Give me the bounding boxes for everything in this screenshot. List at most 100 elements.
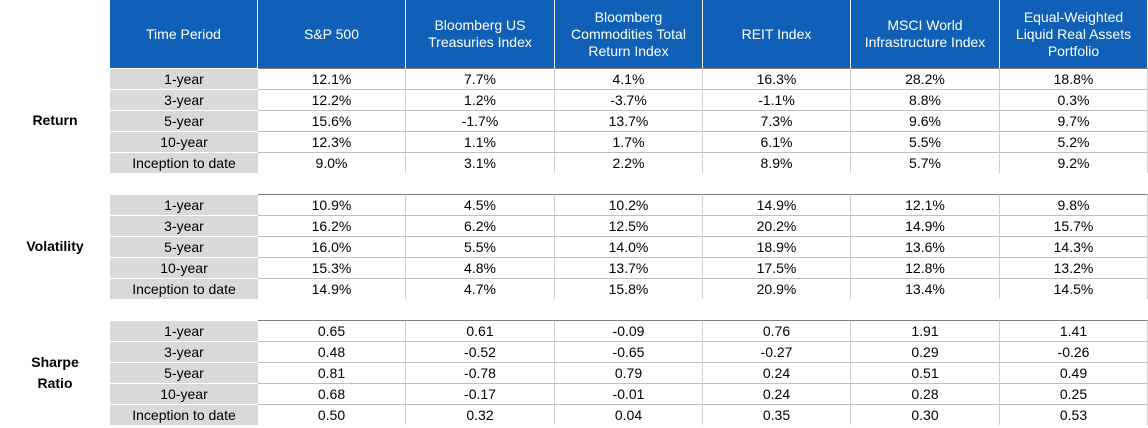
value-cell: 15.8% bbox=[555, 278, 703, 299]
value-cell: 12.2% bbox=[258, 89, 406, 110]
value-cell: 5.2% bbox=[1000, 131, 1148, 152]
period-label: Inception to date bbox=[110, 404, 258, 425]
value-cell: -0.01 bbox=[555, 383, 703, 404]
value-cell: 15.7% bbox=[1000, 215, 1148, 236]
value-cell: 9.8% bbox=[1000, 194, 1148, 215]
value-cell: 16.0% bbox=[258, 236, 406, 257]
value-cell: -0.52 bbox=[406, 341, 555, 362]
value-cell: 8.8% bbox=[851, 89, 1000, 110]
table-row: 3-year 12.2% 1.2% -3.7% -1.1% 8.8% 0.3% bbox=[0, 89, 1148, 110]
value-cell: -0.65 bbox=[555, 341, 703, 362]
column-header-label: MSCI World Infrastructure Index bbox=[864, 17, 986, 50]
period-label: 5-year bbox=[110, 110, 258, 131]
value-cell: 10.9% bbox=[258, 194, 406, 215]
period-label: 10-year bbox=[110, 131, 258, 152]
value-cell: 13.4% bbox=[851, 278, 1000, 299]
value-cell: 7.7% bbox=[406, 68, 555, 89]
value-cell: 20.9% bbox=[703, 278, 851, 299]
period-label: 3-year bbox=[110, 215, 258, 236]
value-cell: 9.0% bbox=[258, 152, 406, 173]
column-header: REIT Index bbox=[703, 0, 851, 68]
value-cell: 1.1% bbox=[406, 131, 555, 152]
group-label: Sharpe Ratio bbox=[0, 320, 110, 425]
group-spacer bbox=[0, 173, 1148, 194]
value-cell: 14.9% bbox=[258, 278, 406, 299]
column-header: Equal-Weighted Liquid Real Assets Portfo… bbox=[1000, 0, 1148, 68]
group-label: Return bbox=[0, 68, 110, 173]
table-row: Inception to date 14.9% 4.7% 15.8% 20.9% 13.4… bbox=[0, 278, 1148, 299]
spacer-cell bbox=[0, 173, 1148, 194]
value-cell: 14.5% bbox=[1000, 278, 1148, 299]
value-cell: 15.6% bbox=[258, 110, 406, 131]
value-cell: 1.7% bbox=[555, 131, 703, 152]
value-cell: 13.7% bbox=[555, 110, 703, 131]
column-header: MSCI World Infrastructure Index bbox=[851, 0, 1000, 68]
value-cell: 0.49 bbox=[1000, 362, 1148, 383]
value-cell: 20.2% bbox=[703, 215, 851, 236]
value-cell: 0.61 bbox=[406, 320, 555, 341]
value-cell: 16.3% bbox=[703, 68, 851, 89]
column-header: Time Period bbox=[110, 0, 258, 68]
value-cell: -1.7% bbox=[406, 110, 555, 131]
period-label: 1-year bbox=[110, 320, 258, 341]
value-cell: 5.5% bbox=[851, 131, 1000, 152]
group-label-text: Volatility bbox=[26, 238, 84, 254]
period-label: 5-year bbox=[110, 362, 258, 383]
value-cell: 0.04 bbox=[555, 404, 703, 425]
value-cell: 9.2% bbox=[1000, 152, 1148, 173]
value-cell: 18.8% bbox=[1000, 68, 1148, 89]
table-row: Sharpe Ratio 1-year 0.65 0.61 -0.09 0.76 1.91 1… bbox=[0, 320, 1148, 391]
value-cell: 9.6% bbox=[851, 110, 1000, 131]
value-cell: 18.9% bbox=[703, 236, 851, 257]
table-row: 3-year 0.48 -0.52 -0.65 -0.27 0.29 -0.26 bbox=[0, 341, 1148, 362]
value-cell: -0.26 bbox=[1000, 341, 1148, 362]
table-row: 3-year 16.2% 6.2% 12.5% 20.2% 14.9% 15.7% bbox=[0, 215, 1148, 236]
column-header-label: Bloomberg Commodities Total Return Index bbox=[571, 8, 686, 59]
value-cell: 0.48 bbox=[258, 341, 406, 362]
value-cell: 0.25 bbox=[1000, 383, 1148, 404]
value-cell: 5.7% bbox=[851, 152, 1000, 173]
value-cell: 12.3% bbox=[258, 131, 406, 152]
value-cell: 0.24 bbox=[703, 362, 851, 383]
value-cell: 0.65 bbox=[258, 320, 406, 341]
value-cell: 8.9% bbox=[703, 152, 851, 173]
value-cell: 0.81 bbox=[258, 362, 406, 383]
value-cell: 4.8% bbox=[406, 257, 555, 278]
value-cell: 12.1% bbox=[258, 68, 406, 89]
column-header: S&P 500 bbox=[258, 0, 406, 68]
table-row: 5-year 0.81 -0.78 0.79 0.24 0.51 0.49 bbox=[0, 362, 1148, 383]
column-header-label: Equal-Weighted Liquid Real Assets Portfo… bbox=[1015, 8, 1132, 59]
spacer-cell bbox=[0, 299, 1148, 320]
value-cell: 14.9% bbox=[703, 194, 851, 215]
column-header-label: Bloomberg US Treasuries Index bbox=[428, 17, 532, 50]
period-label: 1-year bbox=[110, 194, 258, 215]
group-spacer bbox=[0, 299, 1148, 320]
value-cell: 4.7% bbox=[406, 278, 555, 299]
value-cell: 5.5% bbox=[406, 236, 555, 257]
value-cell: 0.50 bbox=[258, 404, 406, 425]
group-label-text: Return bbox=[32, 112, 78, 128]
value-cell: 0.24 bbox=[703, 383, 851, 404]
table-row: 10-year 0.68 -0.17 -0.01 0.24 0.28 0.25 bbox=[0, 383, 1148, 404]
value-cell: 28.2% bbox=[851, 68, 1000, 89]
value-cell: 0.51 bbox=[851, 362, 1000, 383]
value-cell: 2.2% bbox=[555, 152, 703, 173]
value-cell: 4.1% bbox=[555, 68, 703, 89]
period-label: 5-year bbox=[110, 236, 258, 257]
value-cell: -0.17 bbox=[406, 383, 555, 404]
column-header: Bloomberg Commodities Total Return Index bbox=[555, 0, 703, 68]
value-cell: 9.7% bbox=[1000, 110, 1148, 131]
table-row: 10-year 12.3% 1.1% 1.7% 6.1% 5.5% 5.2% bbox=[0, 131, 1148, 152]
value-cell: -1.1% bbox=[703, 89, 851, 110]
period-label: 3-year bbox=[110, 89, 258, 110]
period-label: Inception to date bbox=[110, 152, 258, 173]
value-cell: 12.5% bbox=[555, 215, 703, 236]
value-cell: 16.2% bbox=[258, 215, 406, 236]
value-cell: 0.32 bbox=[406, 404, 555, 425]
column-header: Bloomberg US Treasuries Index bbox=[406, 0, 555, 68]
table-row: 10-year 15.3% 4.8% 13.7% 17.5% 12.8% 13.2% bbox=[0, 257, 1148, 278]
value-cell: 1.2% bbox=[406, 89, 555, 110]
table-row: Volatility 1-year 10.9% 4.5% 10.2% 14.9% 12.1%… bbox=[0, 194, 1148, 254]
value-cell: -0.09 bbox=[555, 320, 703, 341]
